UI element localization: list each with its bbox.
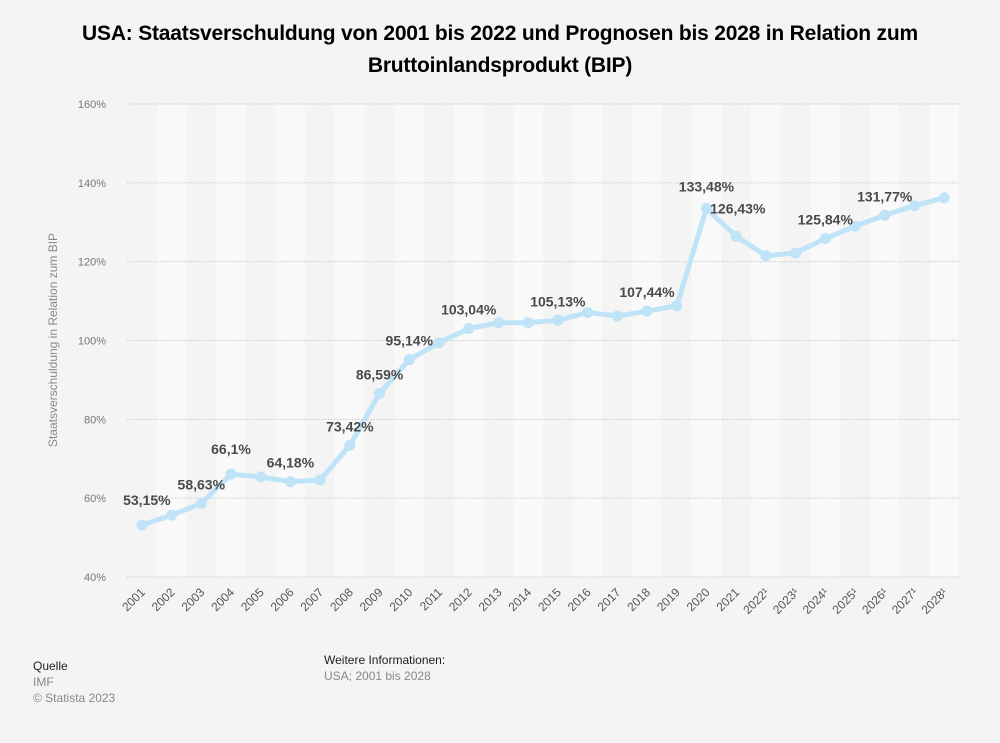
x-tick-label: 2006 <box>268 585 297 614</box>
x-tick-label: 2004 <box>208 585 237 614</box>
x-axis-ticks: 2001 2002 2003 2004 2005 2006 2007 2008 2009 2010… <box>119 585 950 617</box>
data-point <box>492 317 504 329</box>
data-point <box>671 300 683 312</box>
data-label: 105,13% <box>530 293 586 309</box>
data-point <box>879 209 891 221</box>
data-point <box>284 476 296 488</box>
data-point <box>166 509 178 521</box>
x-tick-label: 2009 <box>357 585 386 614</box>
data-point <box>849 220 861 232</box>
data-label: 131,77% <box>857 188 913 204</box>
x-tick-label: 2001 <box>119 585 148 614</box>
x-tick-label: 2005 <box>238 585 267 614</box>
data-point <box>908 200 920 212</box>
y-axis-label: Staatsverschuldung in Relation zum BIP <box>46 233 60 447</box>
x-tick-label: 2016 <box>565 585 594 614</box>
y-tick-label: 120% <box>78 257 106 269</box>
x-tick-label: 2012 <box>446 585 475 614</box>
data-label: 66,1% <box>211 441 251 457</box>
x-tick-label: 2024¹ <box>800 585 832 617</box>
data-label: 64,18% <box>267 455 315 471</box>
data-label: 126,43% <box>710 200 766 216</box>
data-point <box>700 203 712 215</box>
data-point <box>463 323 475 335</box>
data-point <box>641 305 653 317</box>
background-bands <box>127 104 959 577</box>
x-tick-label: 2019 <box>654 585 683 614</box>
x-tick-label: 2010 <box>387 585 416 614</box>
data-label: 58,63% <box>178 477 226 493</box>
y-tick-label: 40% <box>84 572 106 584</box>
x-tick-label: 2021 <box>713 585 742 614</box>
y-tick-label: 160% <box>78 99 106 111</box>
data-point <box>552 314 564 326</box>
y-tick-label: 140% <box>78 178 106 190</box>
info-block: Weitere Informationen: USA; 2001 bis 202… <box>324 652 445 684</box>
x-tick-label: 2025¹ <box>830 585 862 617</box>
data-label: 133,48% <box>679 179 735 195</box>
x-tick-label: 2013 <box>476 585 505 614</box>
source-block: Quelle IMF © Statista 2023 <box>33 658 115 706</box>
y-tick-label: 60% <box>84 493 106 505</box>
x-tick-label: 2015 <box>535 585 564 614</box>
data-point <box>195 498 207 510</box>
x-tick-label: 2008 <box>327 585 356 614</box>
data-point <box>225 468 237 480</box>
data-point <box>344 439 356 451</box>
source-heading: Quelle <box>33 659 68 673</box>
x-tick-label: 2027¹ <box>889 585 921 617</box>
chart-title: USA: Staatsverschuldung von 2001 bis 202… <box>82 22 918 77</box>
data-label: 53,15% <box>123 492 171 508</box>
data-point <box>611 310 623 322</box>
x-tick-label: 2026¹ <box>859 585 891 617</box>
data-points <box>136 192 950 531</box>
x-tick-label: 2020 <box>684 585 713 614</box>
source-value: IMF <box>33 675 54 689</box>
x-tick-label: 2018 <box>624 585 653 614</box>
data-label: 125,84% <box>798 212 854 228</box>
data-label: 103,04% <box>441 302 497 318</box>
data-point <box>374 387 386 399</box>
data-point <box>819 233 831 245</box>
series-line-path <box>139 195 947 528</box>
y-axis-ticks: 40% 60% 80% 100% 120% 140% 160% <box>78 99 106 584</box>
copyright: © Statista 2023 <box>33 691 116 705</box>
data-point <box>938 192 950 204</box>
data-point <box>433 337 445 349</box>
data-label: 73,42% <box>326 418 374 434</box>
data-point <box>522 317 534 329</box>
data-point <box>136 519 148 531</box>
gridlines <box>127 103 959 578</box>
data-label: 86,59% <box>356 366 404 382</box>
x-tick-label: 2003 <box>179 585 208 614</box>
x-tick-label: 2011 <box>417 585 445 613</box>
data-label: 95,14% <box>386 333 434 349</box>
x-tick-label: 2014 <box>505 585 534 614</box>
info-value: USA; 2001 bis 2028 <box>324 669 431 683</box>
x-tick-label: 2017 <box>595 585 624 614</box>
y-tick-label: 80% <box>84 414 106 426</box>
data-point <box>255 471 267 483</box>
data-point <box>760 250 772 262</box>
series-line <box>139 195 947 528</box>
line-chart: 40% 60% 80% 100% 120% 140% 160% Staatsverschul… <box>46 99 959 617</box>
data-point <box>314 474 326 486</box>
data-point <box>403 354 415 366</box>
data-point <box>790 247 802 259</box>
data-point <box>730 230 742 242</box>
x-tick-label: 2007 <box>297 585 326 614</box>
x-tick-label: 2028¹ <box>919 585 951 617</box>
data-label: 107,44% <box>619 284 675 300</box>
y-tick-label: 100% <box>78 336 106 348</box>
data-labels: 53,15% 58,63% 66,1% 64,18% 73,42% 86,59% 95,14… <box>123 179 913 509</box>
x-tick-label: 2002 <box>149 585 178 614</box>
x-tick-label: 2022¹ <box>740 585 772 617</box>
x-tick-label: 2023¹ <box>770 585 802 617</box>
data-point <box>582 307 594 319</box>
info-heading[interactable]: Weitere Informationen: <box>324 653 446 667</box>
